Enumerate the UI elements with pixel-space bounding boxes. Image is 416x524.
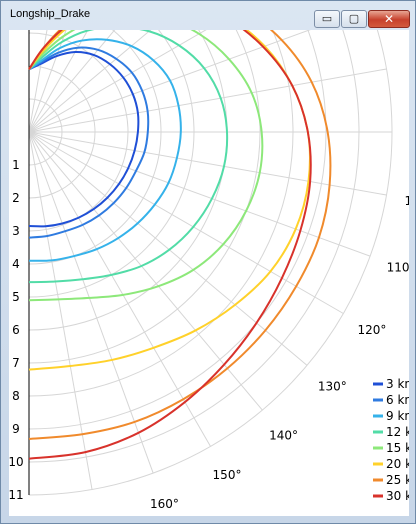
- radial-tick-label: 5: [12, 290, 20, 304]
- series-line-3-kn: [28, 50, 140, 228]
- legend-label: 20 kn: [386, 457, 409, 471]
- title-bar[interactable]: Longship_Drake ▭ ▢ ✕: [1, 1, 415, 29]
- radial-tick-label: 3: [12, 224, 20, 238]
- maximize-button[interactable]: ▢: [341, 10, 367, 28]
- grid-spoke: [28, 131, 371, 257]
- grid-spoke: [28, 30, 67, 133]
- grid-spoke: [28, 30, 152, 133]
- series-line-15-kn: [28, 30, 264, 302]
- legend-label: 6 kn: [386, 393, 409, 407]
- chart-grid: [28, 30, 393, 496]
- legend-label: 15 kn: [386, 441, 409, 455]
- angle-tick-label: 130°: [318, 380, 347, 394]
- chart-legend: 3 kn 6 kn 9 kn 12 kn 15 kn 20 kn 25 kn 30 kn: [373, 377, 409, 503]
- radial-tick-label: 7: [12, 356, 20, 370]
- grid-spoke: [28, 30, 48, 133]
- angle-tick-label: 140°: [269, 428, 298, 442]
- grid-spoke: [28, 131, 387, 196]
- radial-tick-label: 2: [12, 191, 20, 205]
- angle-tick-label: 100°: [405, 194, 409, 208]
- grid-spoke: [28, 131, 308, 366]
- angle-tick-label: 150°: [213, 468, 242, 482]
- grid-spoke: [28, 131, 93, 490]
- minimize-button[interactable]: ▭: [314, 10, 340, 28]
- angle-tick-label: 80°: [408, 56, 409, 70]
- grid-spoke: [28, 30, 311, 133]
- legend-label: 25 kn: [386, 473, 409, 487]
- grid-ring: [28, 30, 195, 298]
- grid-spoke: [28, 131, 211, 447]
- grid-spoke: [28, 68, 387, 133]
- radial-tick-label: 1: [12, 158, 20, 172]
- close-icon: ✕: [383, 12, 395, 26]
- radial-tick-label: 9: [12, 422, 20, 436]
- grid-spoke: [28, 131, 154, 474]
- grid-spoke: [28, 131, 263, 411]
- angle-tick-label: 110°: [387, 260, 409, 274]
- legend-label: 3 kn: [386, 377, 409, 391]
- close-button[interactable]: ✕: [368, 10, 410, 28]
- grid-spoke: [28, 30, 207, 133]
- radial-tick-label: 4: [12, 257, 20, 271]
- radial-tick-label: 11: [9, 488, 24, 502]
- angle-tick-label: 170°: [83, 515, 112, 516]
- chart-series: [28, 30, 332, 460]
- maximize-icon: ▢: [348, 12, 360, 25]
- radial-tick-label: 6: [12, 323, 20, 337]
- series-line-30-kn: [28, 30, 312, 460]
- grid-spoke: [28, 30, 116, 133]
- series-line-12-kn: [28, 30, 229, 284]
- polar-chart-area: 123456789101120°30°40°50°60°70°80°90°100…: [9, 30, 409, 516]
- window-title: Longship_Drake: [10, 8, 91, 20]
- legend-label: 12 kn: [386, 425, 409, 439]
- minimize-icon: ▭: [321, 12, 333, 25]
- grid-ring: [28, 30, 360, 463]
- legend-label: 9 kn: [386, 409, 409, 423]
- angle-tick-label: 120°: [357, 323, 386, 337]
- legend-label: 30 kn: [386, 489, 409, 503]
- angle-tick-label: 160°: [150, 497, 179, 511]
- polar-chart: 123456789101120°30°40°50°60°70°80°90°100…: [9, 30, 409, 516]
- series-line-6-kn: [28, 46, 150, 239]
- series-line-9-kn: [28, 38, 182, 262]
- chart-axes: 123456789101120°30°40°50°60°70°80°90°100…: [9, 30, 409, 516]
- grid-spoke: [28, 30, 89, 133]
- series-line-25-kn: [28, 30, 332, 440]
- radial-tick-label: 8: [12, 389, 20, 403]
- radial-tick-label: 10: [9, 455, 24, 469]
- grid-spoke: [28, 131, 344, 314]
